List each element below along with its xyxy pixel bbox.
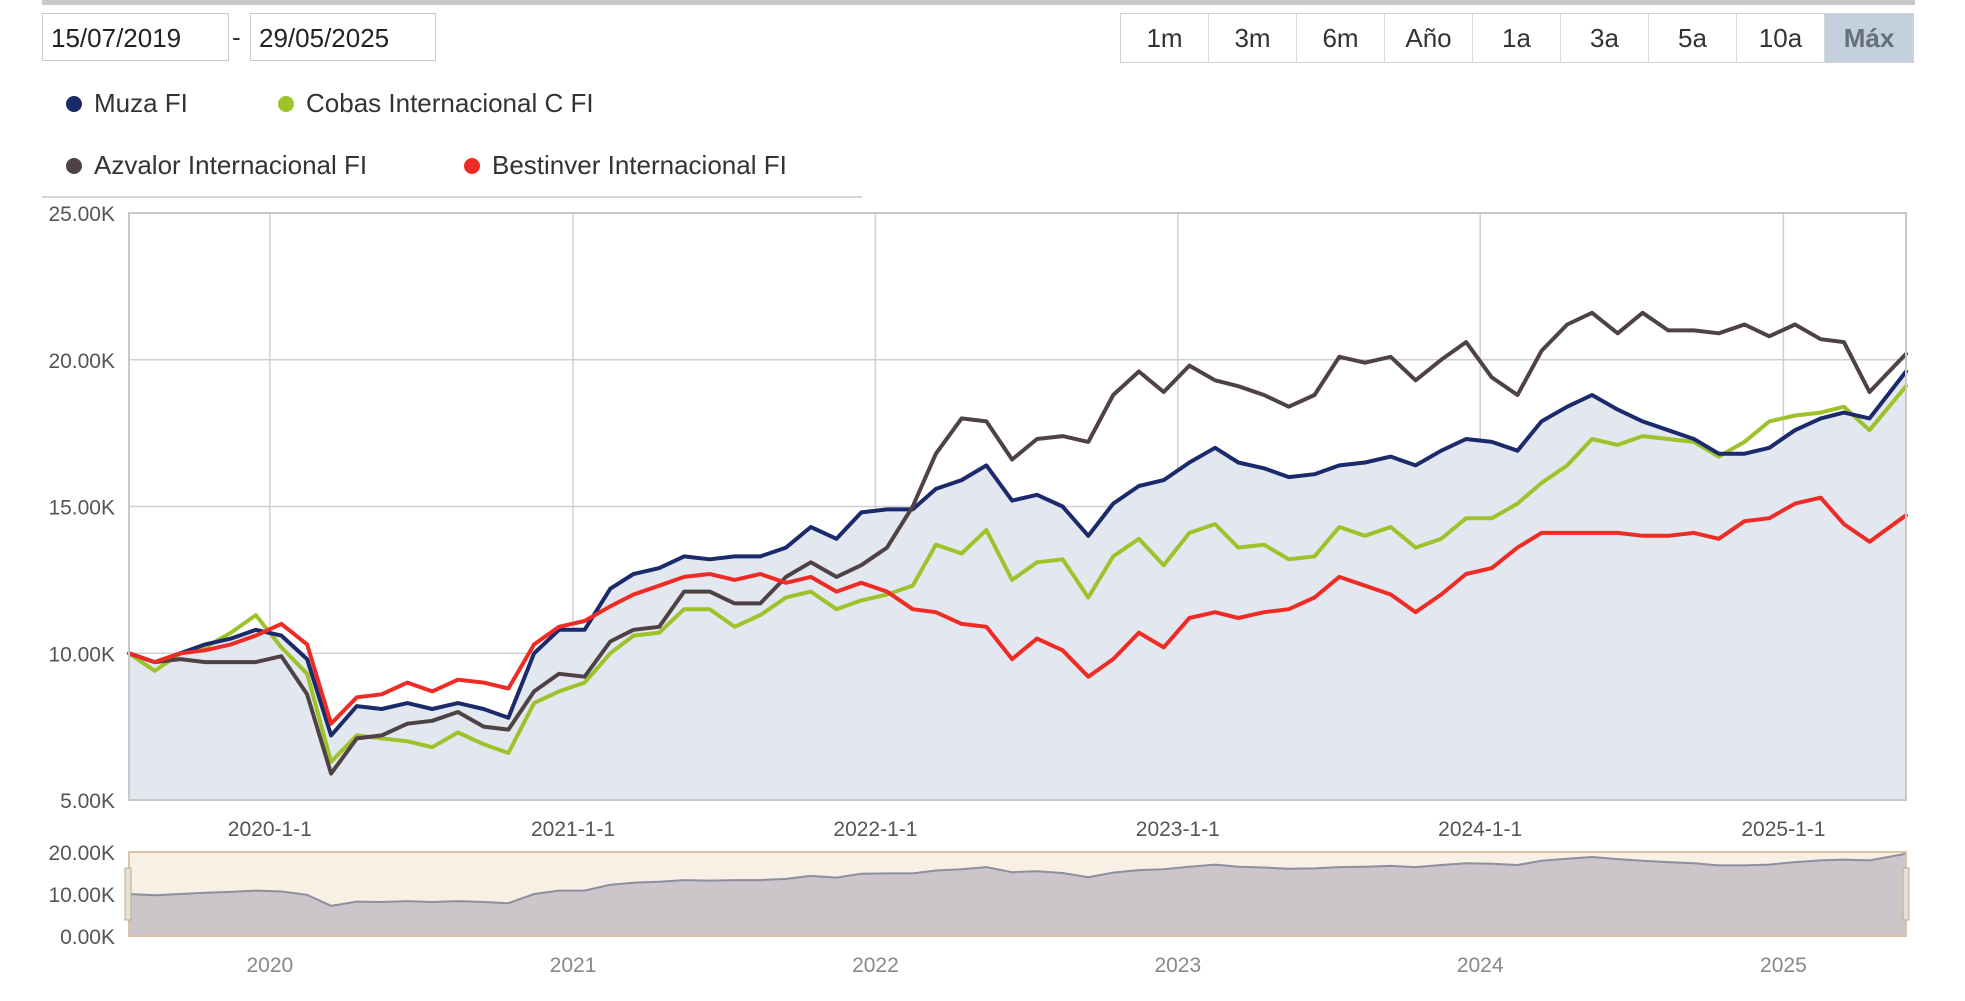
range-button[interactable]: Máx [1825, 14, 1913, 62]
legend-label: Azvalor Internacional FI [94, 150, 368, 180]
range-button[interactable]: 3m [1209, 14, 1297, 62]
legend: Muza FI Cobas Internacional C FI Azvalor… [42, 78, 862, 198]
legend-item-bestinver[interactable]: Bestinver Internacional FI [464, 150, 787, 181]
navigator-series [128, 852, 1907, 936]
series-line-bestinver [127, 495, 1908, 726]
navigator-y-tick-label: 0.00K [60, 926, 115, 949]
x-tick-label: 2025-1-1 [1741, 818, 1825, 841]
legend-label: Cobas Internacional C FI [306, 88, 594, 118]
legend-item-muza[interactable]: Muza FI [66, 88, 188, 119]
legend-label: Muza FI [94, 88, 188, 118]
legend-item-cobas[interactable]: Cobas Internacional C FI [278, 88, 594, 119]
legend-divider [42, 196, 862, 198]
navigator-x-tick-label: 2025 [1760, 954, 1807, 977]
chart-widget: 15/07/2019 - 29/05/2025 1m 3m 6m Año 1a 3a 5a 1… [42, 0, 1915, 977]
navigator-left-handle[interactable] [124, 867, 132, 921]
legend-label: Bestinver Internacional FI [492, 150, 787, 180]
y-tick-label: 20.00K [48, 350, 115, 373]
range-button[interactable]: Año [1385, 14, 1473, 62]
navigator-right-handle[interactable] [1902, 867, 1910, 921]
navigator-x-tick-label: 2022 [852, 954, 899, 977]
muza-area [129, 371, 1906, 800]
range-selector: 1m 3m 6m Año 1a 3a 5a 10a Máx [1120, 13, 1914, 63]
navigator-x-tick-label: 2020 [246, 954, 293, 977]
range-button[interactable]: 1m [1121, 14, 1209, 62]
range-button[interactable]: 10a [1737, 14, 1825, 62]
navigator-area [129, 853, 1906, 936]
x-tick-label: 2021-1-1 [531, 818, 615, 841]
range-button[interactable]: 1a [1473, 14, 1561, 62]
main-area-fill [129, 371, 1906, 800]
range-button[interactable]: 5a [1649, 14, 1737, 62]
navigator-x-labels: 2020 2021 2022 2023 2024 2025 [246, 954, 1806, 977]
x-tick-label: 2024-1-1 [1438, 818, 1522, 841]
x-tick-label: 2023-1-1 [1136, 818, 1220, 841]
start-date-input[interactable]: 15/07/2019 [42, 13, 229, 61]
series-line-muza [127, 369, 1908, 738]
navigator-y-labels: 0.00K 10.00K 20.00K [48, 842, 115, 949]
range-button[interactable]: 6m [1297, 14, 1385, 62]
series-marker-icon [464, 157, 480, 174]
plot-border [128, 212, 1907, 801]
y-axis-labels: 5.00K 10.00K 15.00K 20.00K 25.00K [48, 203, 115, 813]
navigator-line [128, 852, 1907, 907]
navigator-x-tick-label: 2024 [1457, 954, 1504, 977]
series-marker-icon [278, 95, 294, 112]
navigator-x-tick-label: 2023 [1154, 954, 1201, 977]
end-date-input[interactable]: 29/05/2025 [250, 13, 436, 61]
series-line-cobas [127, 384, 1908, 764]
y-tick-label: 10.00K [48, 643, 115, 666]
navigator-x-tick-label: 2021 [550, 954, 597, 977]
top-divider [42, 0, 1915, 5]
range-button[interactable]: 3a [1561, 14, 1649, 62]
navigator-y-tick-label: 10.00K [48, 884, 115, 907]
series-marker-icon [66, 157, 82, 174]
legend-item-azvalor[interactable]: Azvalor Internacional FI [66, 150, 367, 181]
navigator-y-tick-label: 20.00K [48, 842, 115, 865]
series-marker-icon [66, 95, 82, 112]
y-tick-label: 25.00K [48, 203, 115, 226]
y-tick-label: 15.00K [48, 497, 115, 520]
x-tick-label: 2022-1-1 [833, 818, 917, 841]
date-separator: - [232, 22, 241, 52]
x-axis-labels: 2020-1-1 2021-1-1 2022-1-1 2023-1-1 2024-1-1… [228, 818, 1826, 841]
main-series-lines [127, 310, 1908, 776]
x-tick-label: 2020-1-1 [228, 818, 312, 841]
series-line-azvalor [127, 310, 1908, 776]
y-tick-label: 5.00K [60, 790, 115, 813]
